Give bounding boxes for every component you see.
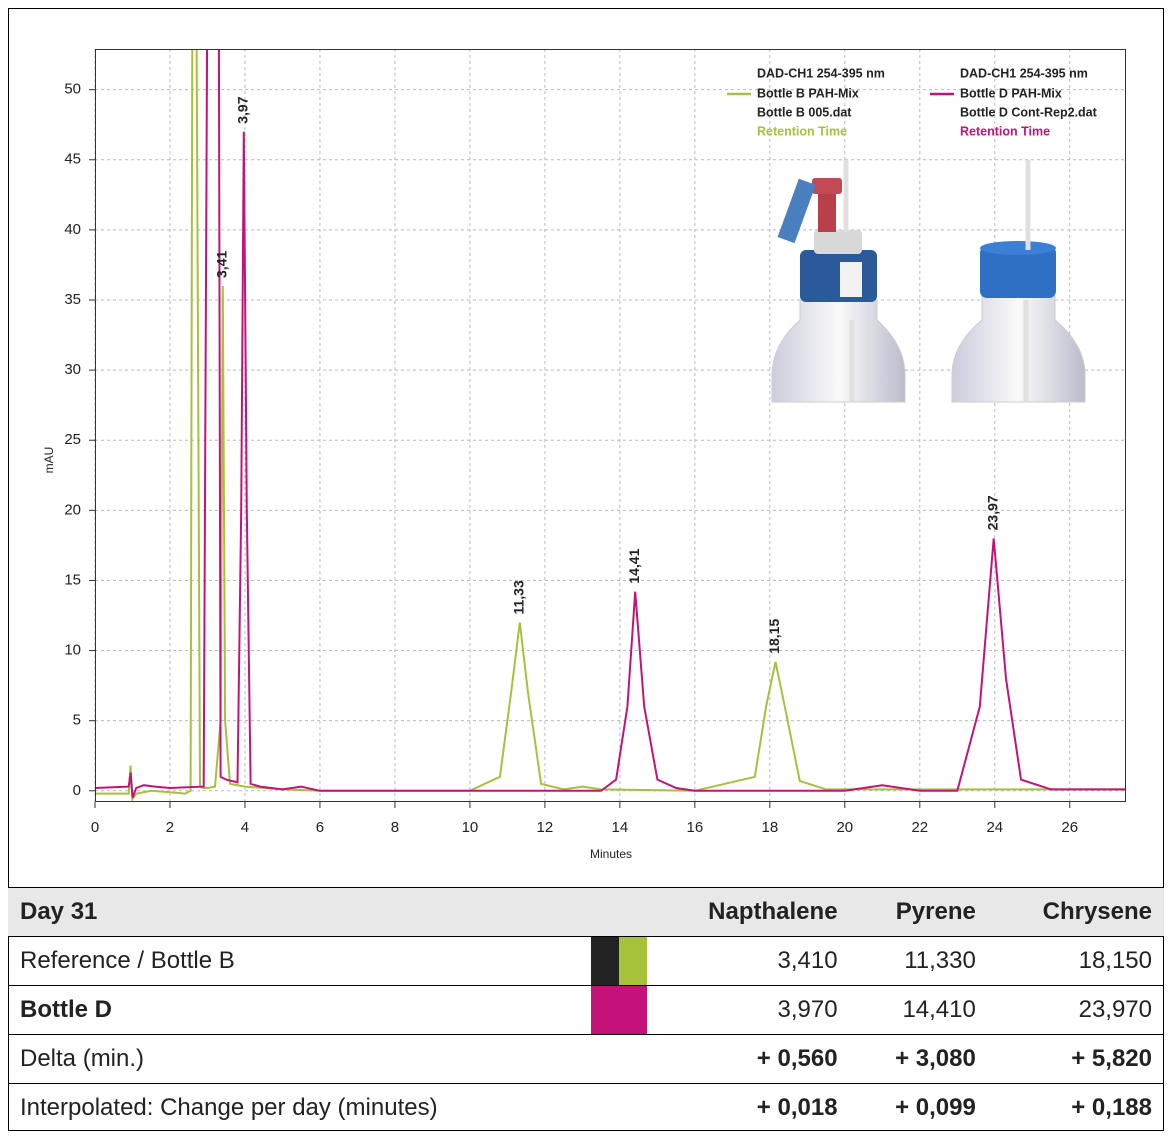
y-tick-label: 20 [64, 501, 81, 518]
swatch-cell [591, 936, 648, 986]
y-tick-label: 50 [64, 81, 81, 98]
y-axis-label: mAU [42, 447, 56, 474]
series-line [95, 49, 1126, 799]
y-tick-label: 25 [64, 431, 81, 448]
x-tick-label: 26 [1061, 819, 1078, 836]
x-tick-label: 2 [166, 819, 174, 836]
legend-detector: DAD-CH1 254-395 nm [960, 66, 1088, 80]
legend-name: Bottle B PAH-Mix [757, 86, 859, 100]
header-cell: Chrysene [987, 887, 1164, 937]
peak-label: 3,41 [214, 251, 230, 278]
x-tick-label: 6 [316, 819, 324, 836]
value-cell: 11,330 [849, 936, 988, 986]
peak-label: 23,97 [984, 495, 1000, 530]
value-cell: 3,970 [647, 985, 850, 1035]
x-tick-label: 16 [687, 819, 704, 836]
value-cell: + 3,080 [849, 1034, 988, 1084]
value-cell: + 5,820 [987, 1034, 1164, 1084]
legend-file: Bottle B 005.dat [757, 105, 852, 119]
y-tick-label: 30 [64, 361, 81, 378]
swatch [591, 937, 620, 985]
header-cell: Pyrene [849, 887, 988, 937]
x-tick-label: 18 [761, 819, 778, 836]
row-label: Bottle D [8, 985, 592, 1035]
swatch-cell [591, 1083, 648, 1132]
x-tick-label: 14 [612, 819, 629, 836]
peak-label: 14,41 [626, 548, 642, 583]
y-tick-label: 10 [64, 642, 81, 659]
row-label: Interpolated: Change per day (minutes) [8, 1083, 592, 1132]
row: Bottle D 3,970 14,410 23,970 [8, 985, 1164, 1035]
y-tick-label: 45 [64, 151, 81, 168]
header-cell: Napthalene [647, 887, 850, 937]
legend-detector: DAD-CH1 254-395 nm [757, 66, 885, 80]
row-label: Delta (min.) [8, 1034, 592, 1084]
x-tick-label: 24 [986, 819, 1003, 836]
peak-label: 3,97 [235, 96, 251, 123]
swatch-cell [591, 985, 648, 1035]
swatch [619, 937, 648, 985]
value-cell: + 0,560 [647, 1034, 850, 1084]
bottle-b [771, 160, 906, 403]
peak-label: 18,15 [766, 619, 782, 654]
value-cell: 18,150 [987, 936, 1164, 986]
header-cell: Day 31 [8, 887, 648, 937]
x-tick-label: 22 [911, 819, 928, 836]
x-tick-label: 12 [537, 819, 554, 836]
x-tick-label: 10 [462, 819, 479, 836]
results-table: Day 31 Napthalene Pyrene Chrysene Reference … [8, 887, 1164, 1132]
legend-name: Bottle D PAH-Mix [960, 86, 1062, 100]
row: Reference / Bottle B 3,410 11,330 18,150 [8, 936, 1164, 986]
x-tick-label: 0 [91, 819, 99, 836]
y-tick-label: 15 [64, 571, 81, 588]
value-cell: 3,410 [647, 936, 850, 986]
value-cell: + 0,018 [647, 1083, 850, 1132]
row: Interpolated: Change per day (minutes) + … [8, 1083, 1164, 1132]
row-label: Reference / Bottle B [8, 936, 592, 986]
series-line [95, 49, 1126, 802]
legend-note: Retention Time [757, 124, 847, 138]
x-tick-label: 4 [241, 819, 249, 836]
x-tick-label: 20 [836, 819, 853, 836]
swatch-cell [591, 1034, 648, 1084]
y-tick-label: 35 [64, 291, 81, 308]
value-cell: + 0,188 [987, 1083, 1164, 1132]
x-axis-label: Minutes [590, 847, 632, 861]
y-tick-label: 40 [64, 221, 81, 238]
value-cell: + 0,099 [849, 1083, 988, 1132]
plot-frame [95, 49, 1126, 802]
legend-note: Retention Time [960, 124, 1050, 138]
legend-file: Bottle D Cont-Rep2.dat [960, 105, 1098, 119]
swatch [591, 986, 648, 1034]
x-tick-label: 8 [391, 819, 399, 836]
header-row: Day 31 Napthalene Pyrene Chrysene [8, 887, 1164, 937]
y-tick-label: 0 [73, 782, 81, 799]
value-cell: 23,970 [987, 985, 1164, 1035]
y-tick-label: 5 [73, 712, 81, 729]
peak-label: 11,33 [510, 580, 526, 614]
value-cell: 14,410 [849, 985, 988, 1035]
bottle-d [951, 160, 1086, 403]
row: Delta (min.) + 0,560 + 3,080 + 5,820 [8, 1034, 1164, 1084]
